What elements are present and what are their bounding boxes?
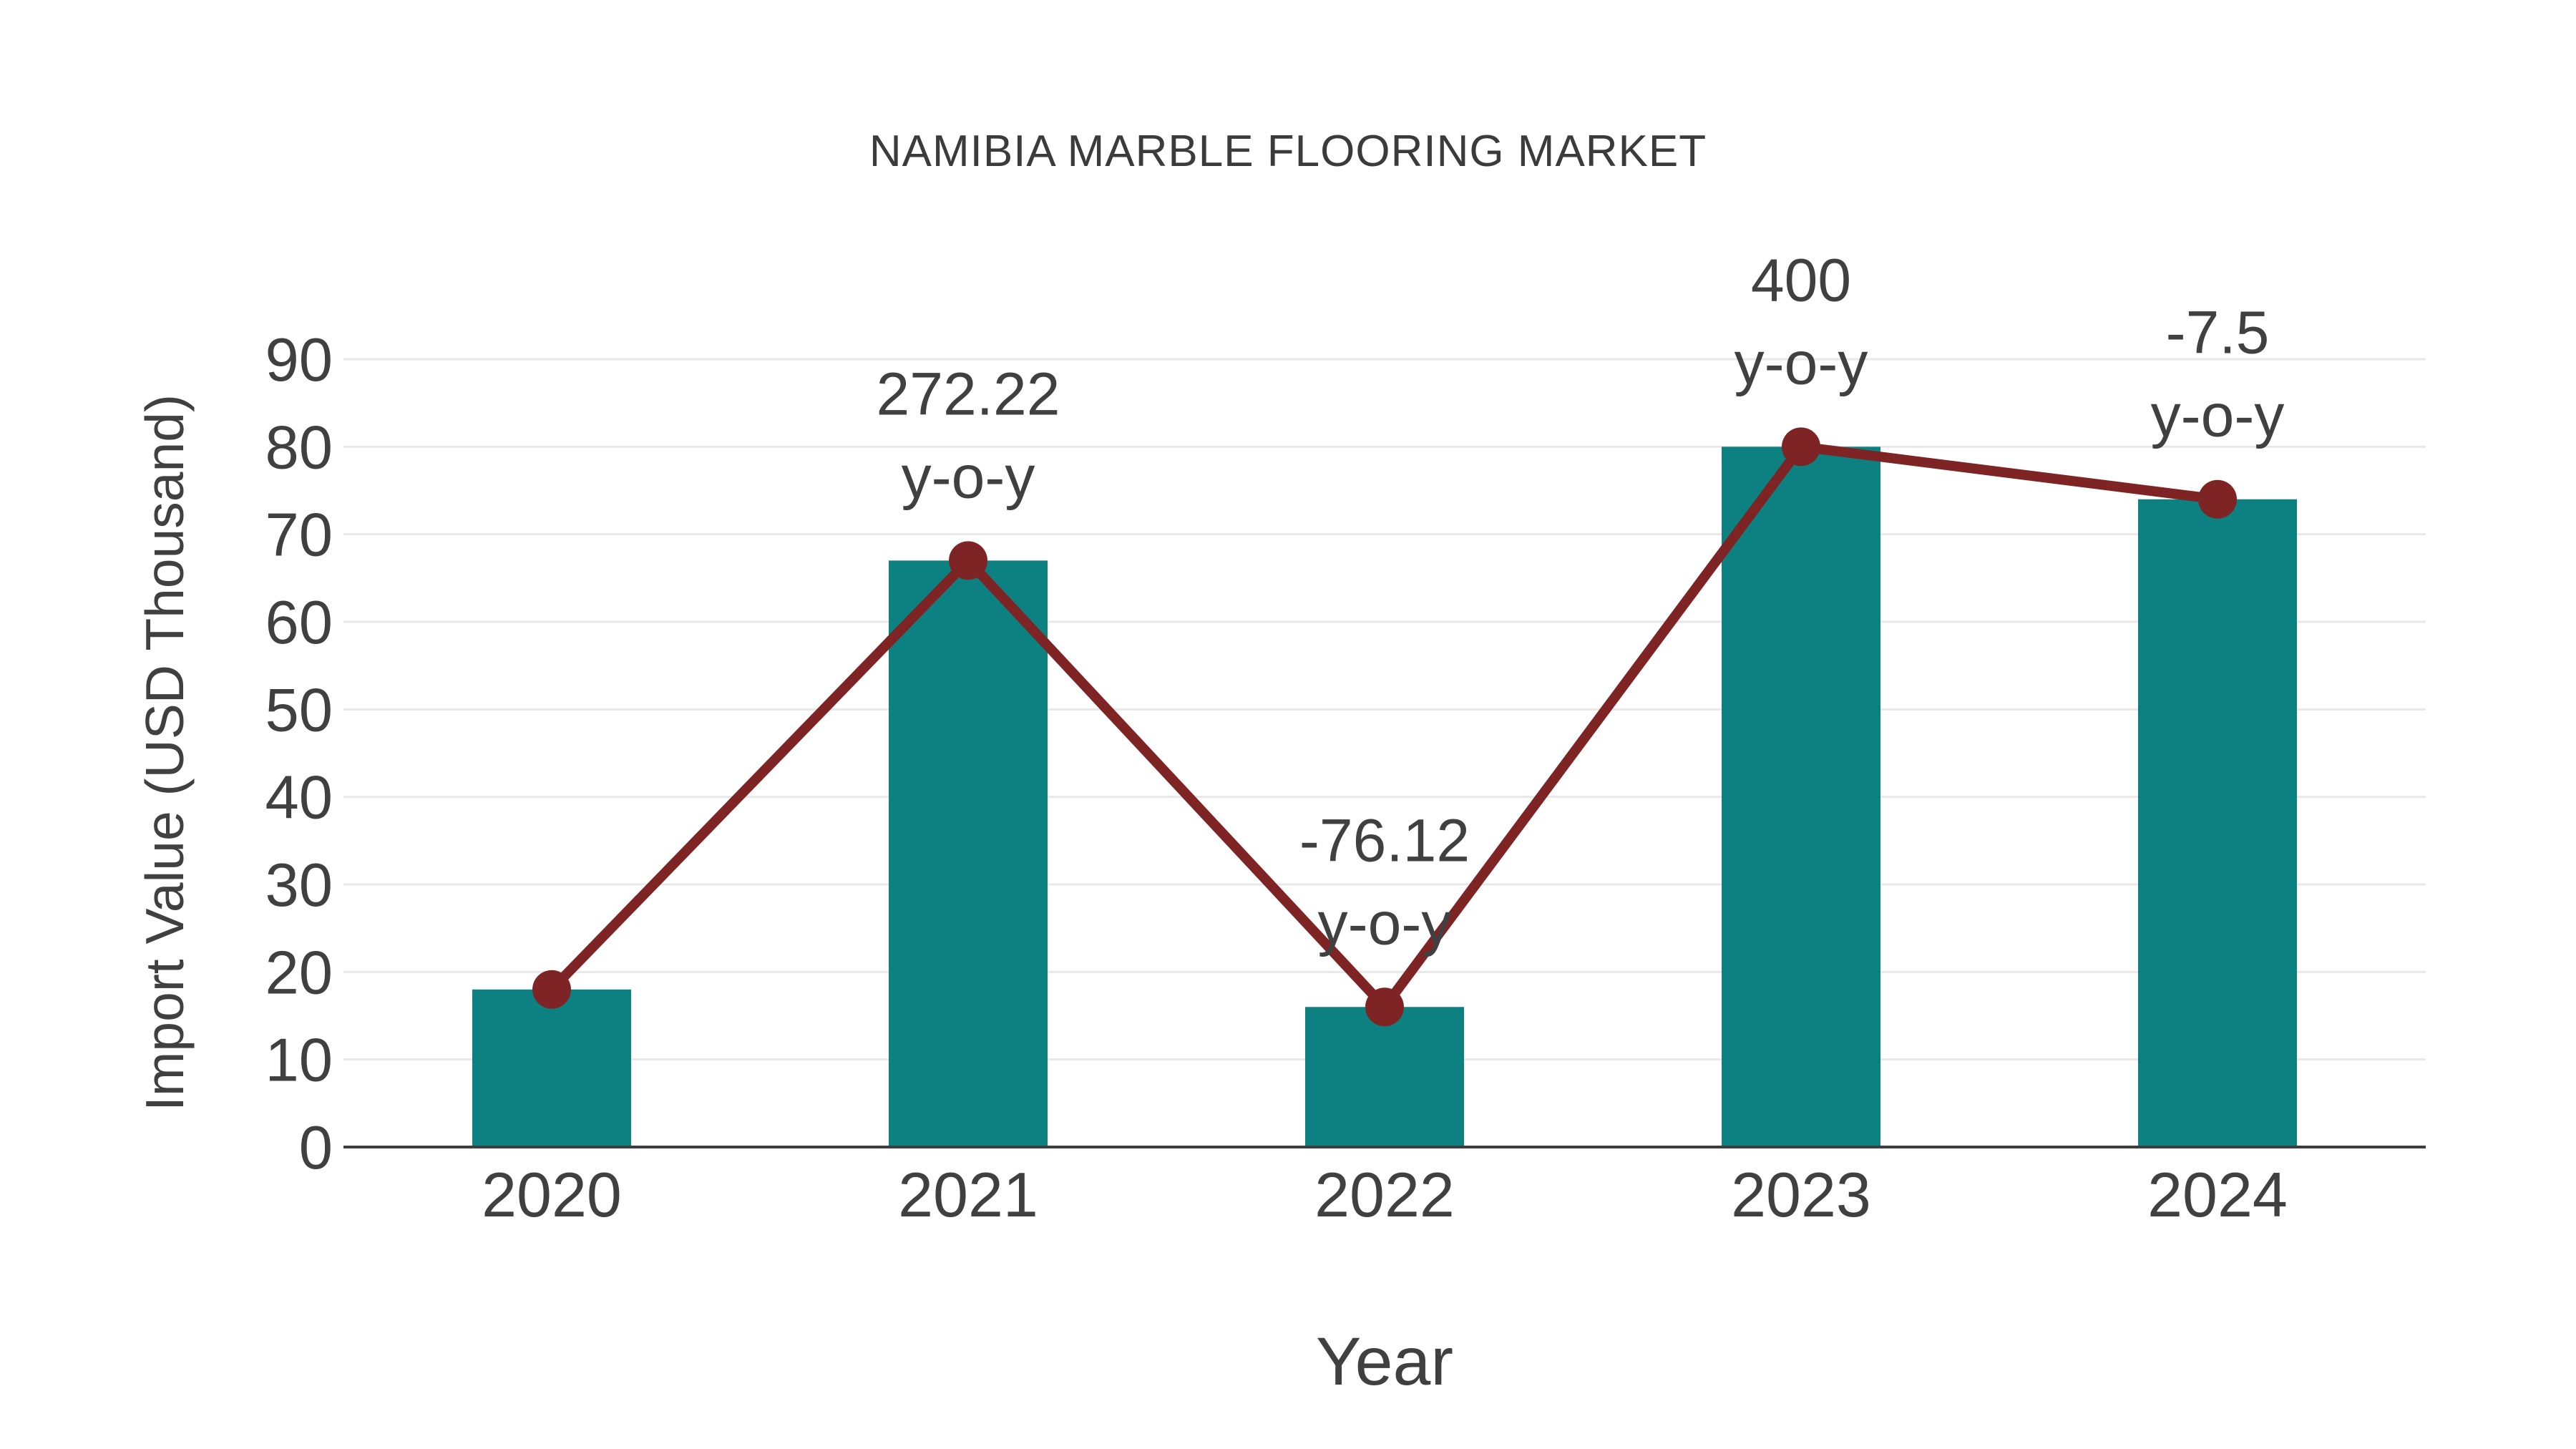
trend-marker-2024	[2198, 479, 2237, 519]
y-tick-label-40: 40	[265, 764, 333, 832]
annotation-value-2022: -76.12	[1299, 806, 1470, 874]
y-axis-tick-labels: 0 10 20 30 40 50 60 70 80 90	[265, 326, 333, 1182]
y-tick-label-80: 80	[265, 414, 333, 482]
x-tick-label-2020: 2020	[482, 1159, 622, 1230]
x-tick-label-2021: 2021	[898, 1159, 1038, 1230]
x-axis-title: Year	[1316, 1324, 1453, 1400]
line-series	[532, 427, 2237, 1027]
x-tick-label-2024: 2024	[2147, 1159, 2288, 1230]
chart-title: NAMIBIA MARBLE FLOORING MARKET	[869, 127, 1707, 176]
trend-marker-2020	[532, 970, 571, 1009]
bar-2022	[1305, 1007, 1464, 1147]
y-tick-label-20: 20	[265, 939, 333, 1007]
y-tick-label-60: 60	[265, 589, 333, 657]
trend-marker-2021	[949, 541, 987, 580]
gridlines	[343, 358, 2426, 1061]
y-tick-label-0: 0	[299, 1114, 333, 1182]
bar-2023	[1722, 447, 1880, 1147]
annotation-unit-2023: y-o-y	[1735, 329, 1868, 396]
annotation-value-2024: -7.5	[2166, 299, 2270, 366]
trend-marker-2023	[1782, 427, 1820, 467]
annotation-unit-2022: y-o-y	[1318, 889, 1452, 957]
bar-2020	[472, 989, 631, 1147]
x-tick-label-2023: 2023	[1731, 1159, 1871, 1230]
y-tick-label-70: 70	[265, 502, 333, 570]
y-tick-label-50: 50	[265, 676, 333, 744]
y-axis-title: Import Value (USD Thousand)	[135, 394, 195, 1111]
x-axis-tick-labels: 2020 2021 2022 2023 2024	[482, 1159, 2288, 1230]
y-tick-label-30: 30	[265, 852, 333, 919]
bar-series	[472, 447, 2297, 1147]
annotation-unit-2024: y-o-y	[2151, 382, 2285, 449]
bar-2021	[889, 560, 1048, 1147]
y-tick-label-90: 90	[265, 326, 333, 394]
annotations: 272.22 y-o-y -76.12 y-o-y 400 y-o-y -7.5 y-o-y	[877, 246, 2285, 957]
annotation-value-2023: 400	[1751, 246, 1851, 313]
bar-2024	[2138, 499, 2297, 1147]
x-tick-label-2022: 2022	[1314, 1159, 1455, 1230]
trend-marker-2022	[1365, 987, 1404, 1027]
y-tick-label-10: 10	[265, 1027, 333, 1095]
annotation-unit-2021: y-o-y	[902, 443, 1035, 510]
annotation-value-2021: 272.22	[877, 360, 1060, 427]
